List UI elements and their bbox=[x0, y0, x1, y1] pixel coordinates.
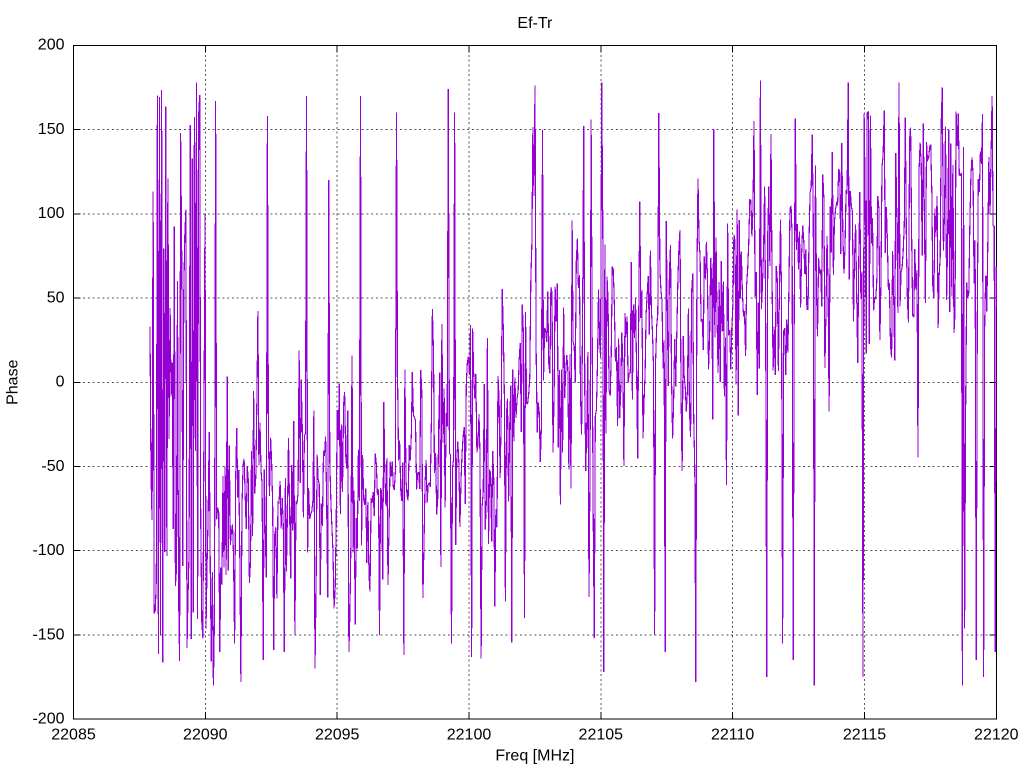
svg-text:22085: 22085 bbox=[51, 726, 96, 743]
svg-text:0: 0 bbox=[56, 374, 65, 391]
svg-text:200: 200 bbox=[38, 37, 65, 54]
svg-text:Freq [MHz]: Freq [MHz] bbox=[495, 747, 574, 764]
svg-text:22100: 22100 bbox=[447, 726, 492, 743]
svg-text:-100: -100 bbox=[32, 542, 64, 559]
svg-text:-200: -200 bbox=[32, 711, 64, 728]
svg-text:-150: -150 bbox=[32, 626, 64, 643]
svg-text:50: 50 bbox=[47, 289, 65, 306]
svg-text:Phase: Phase bbox=[5, 359, 22, 404]
svg-text:22110: 22110 bbox=[711, 726, 754, 743]
svg-text:150: 150 bbox=[38, 121, 65, 138]
svg-text:22095: 22095 bbox=[315, 726, 360, 743]
svg-text:22090: 22090 bbox=[183, 726, 228, 743]
svg-text:-50: -50 bbox=[41, 458, 64, 475]
svg-text:22105: 22105 bbox=[579, 726, 624, 743]
svg-text:22120: 22120 bbox=[974, 726, 1019, 743]
svg-text:100: 100 bbox=[38, 205, 65, 222]
svg-text:22115: 22115 bbox=[843, 726, 886, 743]
svg-text:Ef-Tr: Ef-Tr bbox=[517, 15, 553, 32]
